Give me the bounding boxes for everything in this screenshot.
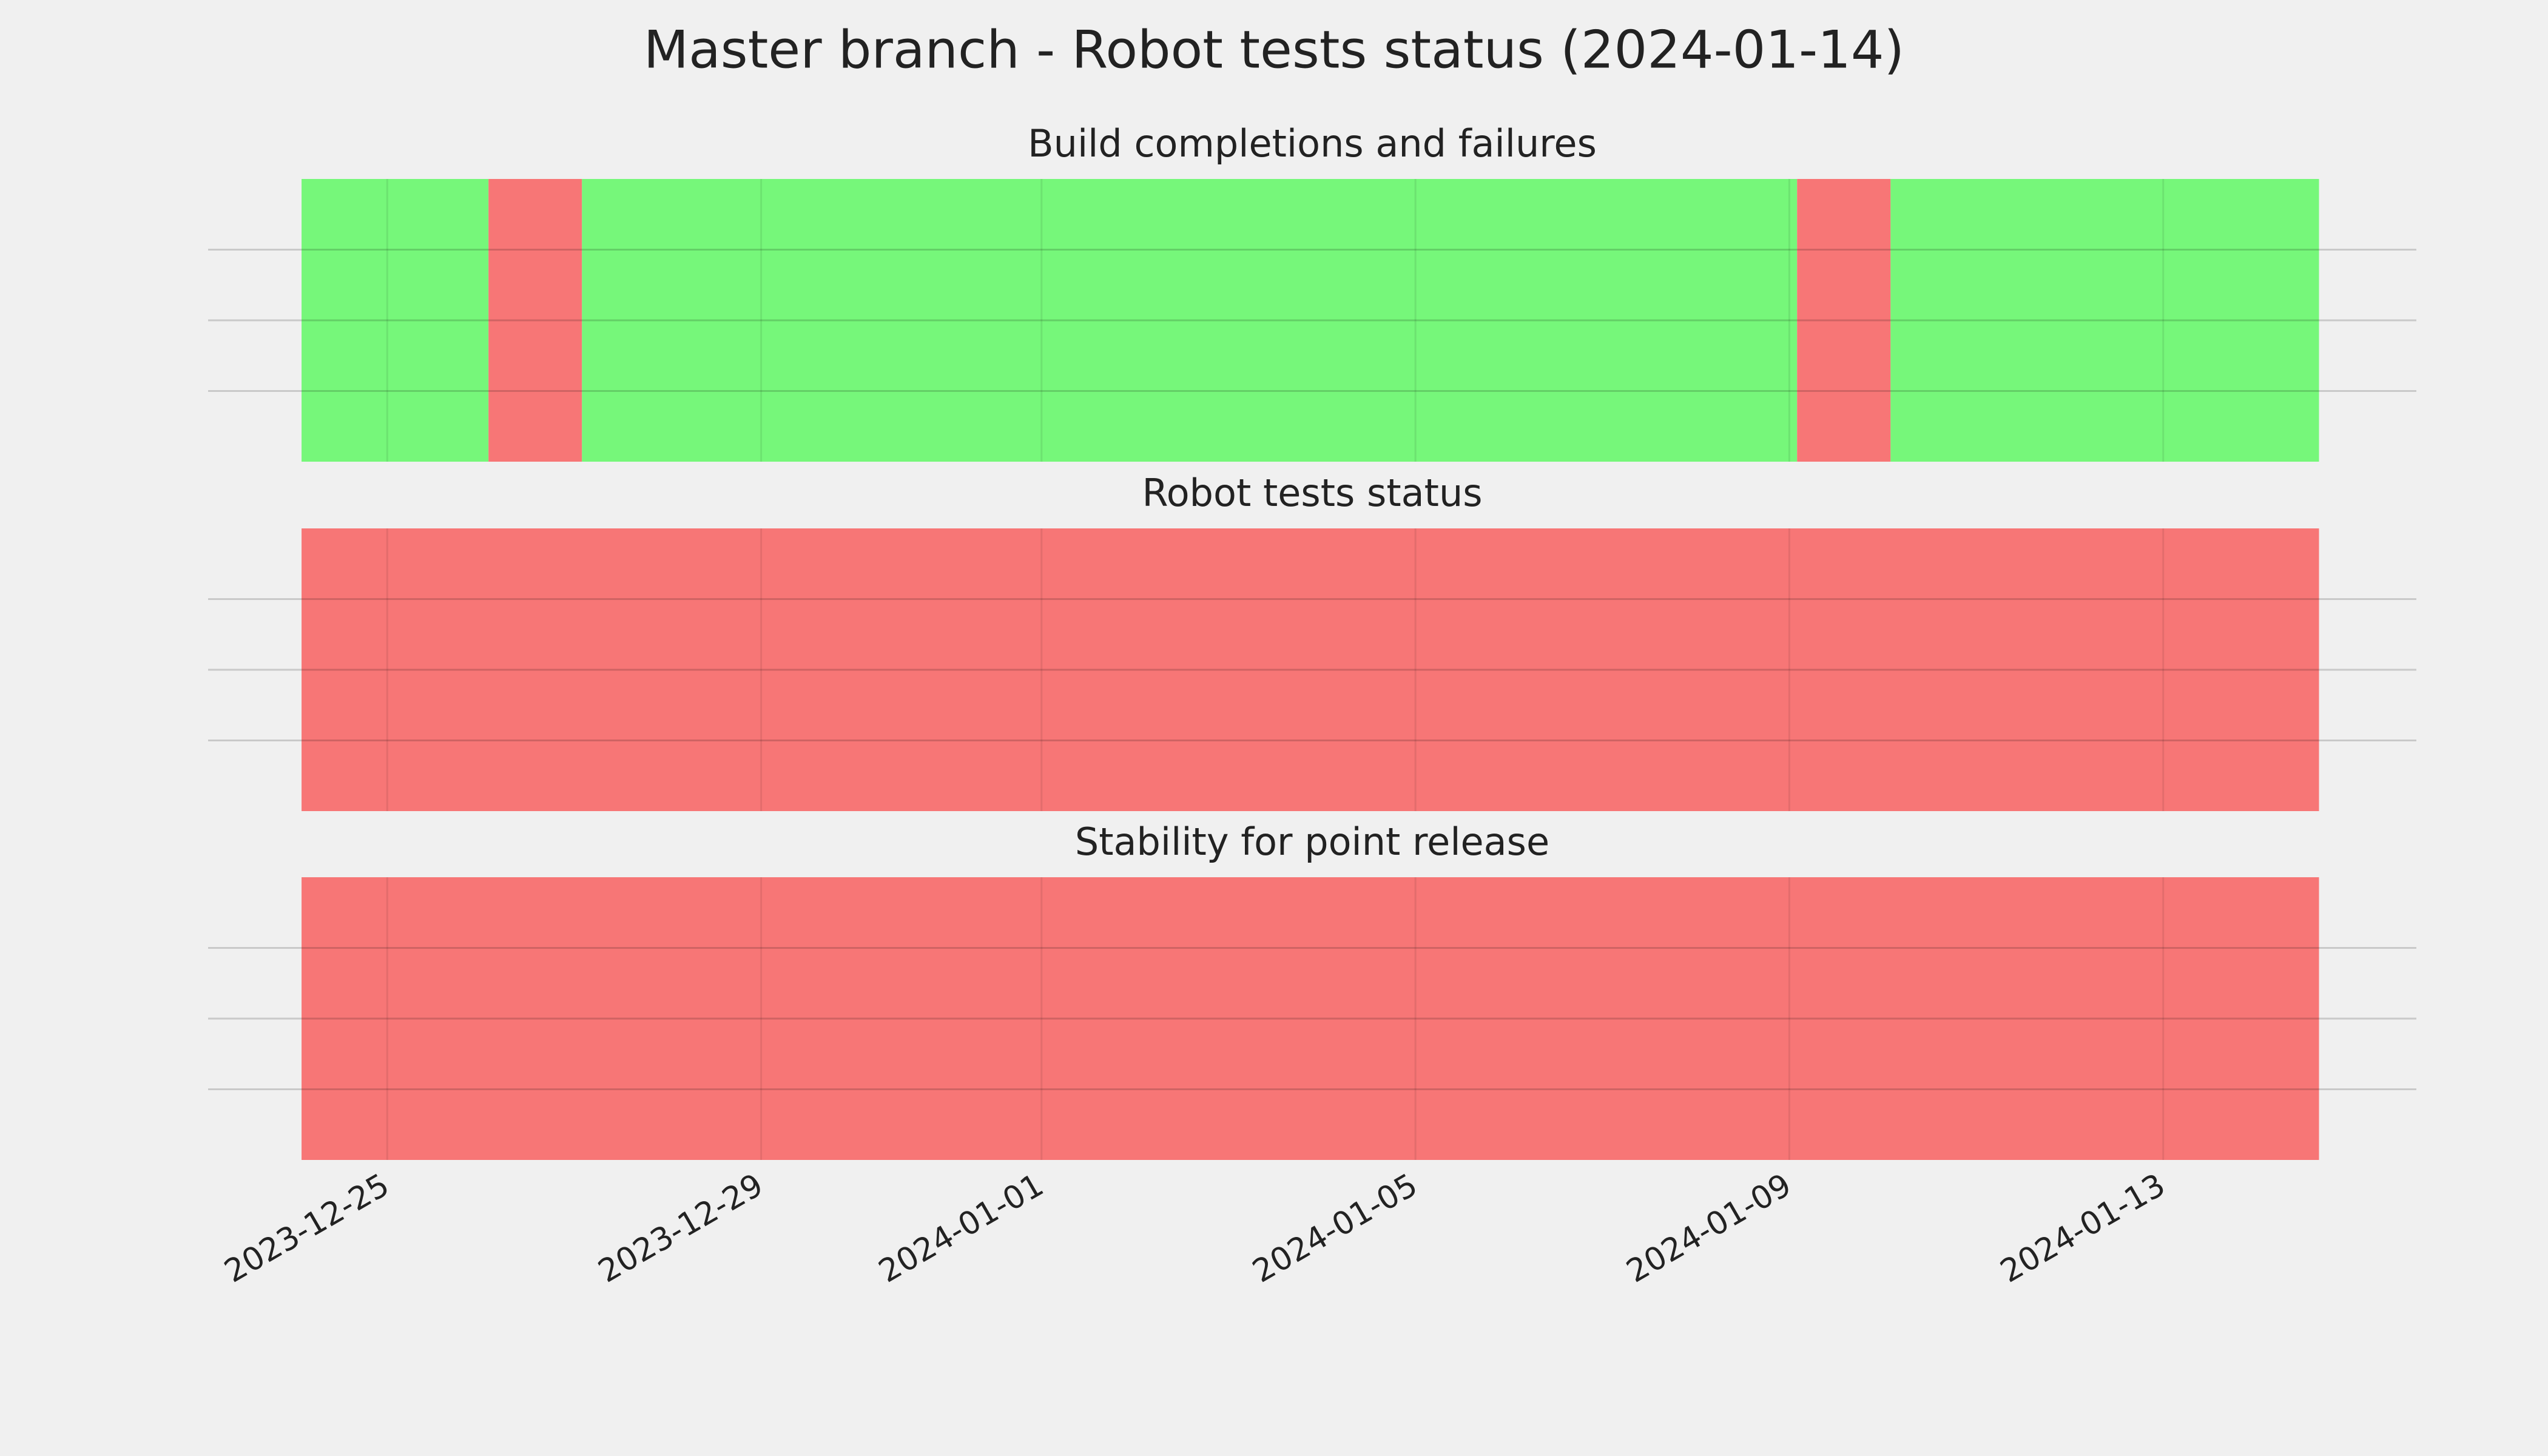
- status-span: [582, 179, 1798, 462]
- figure-title: Master branch - Robot tests status (2024…: [644, 19, 1904, 80]
- status-span: [302, 877, 2319, 1160]
- status-span: [1797, 179, 1891, 462]
- status-span: [488, 179, 582, 462]
- subplot-title: Build completions and failures: [1028, 121, 1597, 166]
- status-span: [1890, 179, 2319, 462]
- subplot-title: Stability for point release: [1075, 820, 1549, 864]
- subplot-title: Robot tests status: [1142, 471, 1482, 515]
- status-span: [302, 528, 2319, 811]
- status-span: [302, 179, 489, 462]
